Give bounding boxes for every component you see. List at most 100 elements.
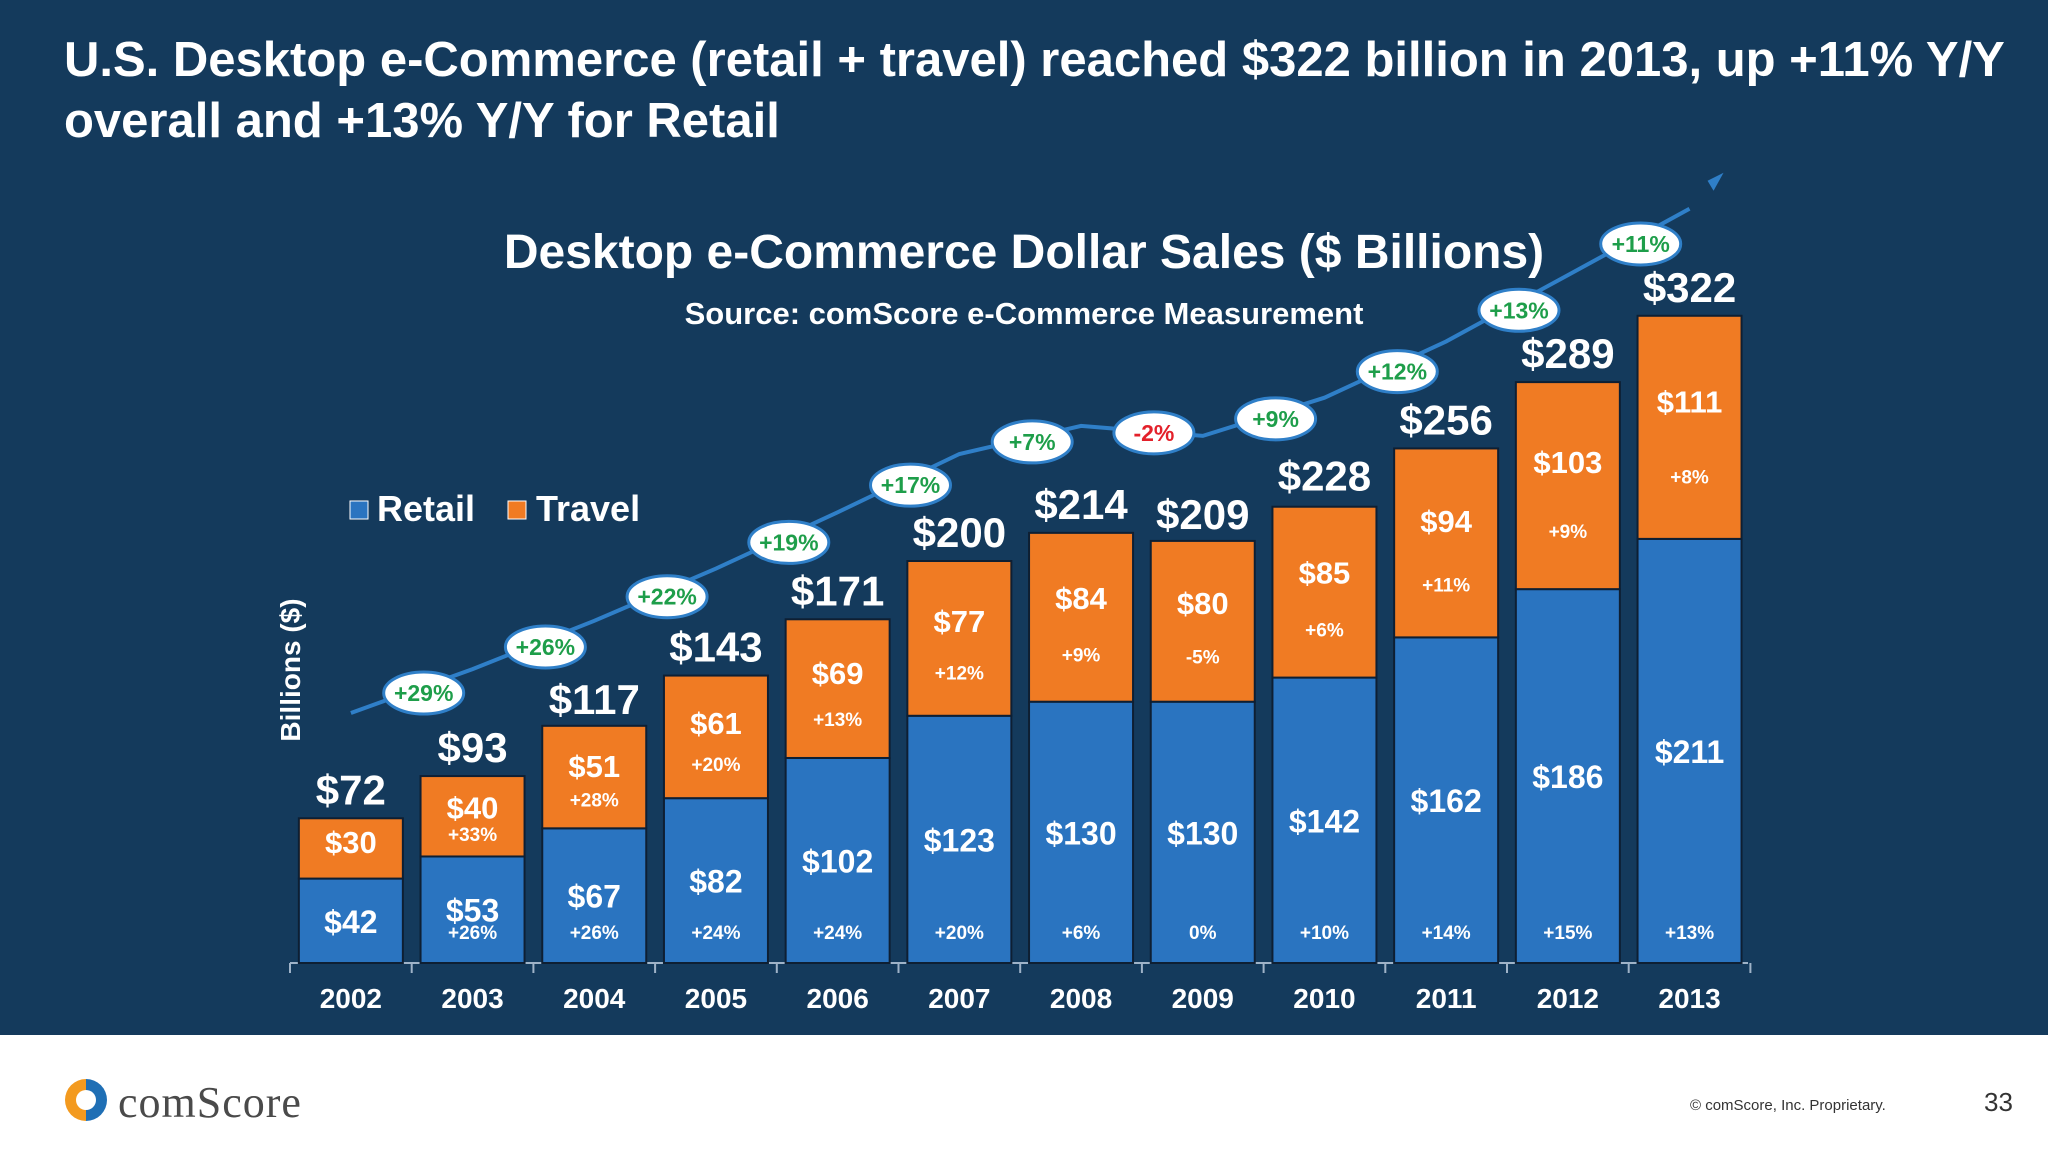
retail-growth-label: +24% xyxy=(691,923,740,944)
total-growth-label: +26% xyxy=(516,634,575,660)
retail-value-label: $211 xyxy=(1655,734,1724,770)
bar-travel xyxy=(906,560,1013,717)
chart-subtitle: Source: comScore e-Commerce Measurement xyxy=(684,296,1364,331)
x-tick-label: 2003 xyxy=(441,983,503,1014)
travel-growth-label: +9% xyxy=(1062,645,1101,666)
travel-value-label: $84 xyxy=(1055,581,1107,616)
y-axis-label: Billions ($) xyxy=(275,598,306,741)
retail-growth-label: +24% xyxy=(813,923,862,944)
retail-growth-label: +26% xyxy=(448,923,497,944)
retail-value-label: $53 xyxy=(446,893,499,929)
retail-growth-label: +20% xyxy=(935,923,984,944)
total-growth-label: +11% xyxy=(1612,231,1670,257)
bar-retail xyxy=(784,756,891,964)
bar-retail xyxy=(1636,537,1743,964)
total-value-label: $256 xyxy=(1399,396,1492,443)
total-growth-label: +12% xyxy=(1368,359,1427,385)
total-value-label: $171 xyxy=(791,567,884,614)
travel-growth-label: +8% xyxy=(1670,467,1709,488)
travel-growth-label: +11% xyxy=(1422,575,1470,596)
retail-value-label: $130 xyxy=(1045,815,1116,851)
x-tick-label: 2008 xyxy=(1050,983,1112,1014)
brand-name: comScore xyxy=(118,1078,302,1127)
x-tick-label: 2002 xyxy=(320,983,382,1014)
bar-travel xyxy=(1271,505,1378,679)
total-value-label: $93 xyxy=(438,724,508,771)
travel-growth-label: +6% xyxy=(1305,621,1344,642)
bar-retail xyxy=(1028,700,1135,964)
bar-travel xyxy=(419,775,526,858)
growth-badge xyxy=(1234,396,1318,442)
retail-growth-label: +14% xyxy=(1422,923,1471,944)
x-tick-label: 2007 xyxy=(928,983,990,1014)
total-value-label: $214 xyxy=(1034,481,1128,528)
total-growth-label: +13% xyxy=(1489,297,1548,323)
travel-growth-label: +12% xyxy=(935,663,984,684)
total-growth-label: +9% xyxy=(1252,406,1299,432)
bar-travel xyxy=(1636,314,1743,540)
copyright-text: © comScore, Inc. Proprietary. xyxy=(1690,1097,1886,1114)
retail-value-label: $162 xyxy=(1411,783,1482,819)
travel-value-label: $40 xyxy=(447,791,499,826)
travel-value-label: $85 xyxy=(1299,556,1351,591)
total-growth-label: -2% xyxy=(1133,420,1174,446)
bar-travel xyxy=(1514,381,1621,591)
travel-growth-label: +28% xyxy=(570,791,619,812)
retail-growth-label: +15% xyxy=(1543,923,1592,944)
bar-travel xyxy=(1028,531,1135,703)
legend-travel-label: Travel xyxy=(536,488,640,529)
bar-retail xyxy=(1514,588,1621,964)
total-value-label: $322 xyxy=(1643,264,1736,311)
chart-title: Desktop e-Commerce Dollar Sales ($ Billi… xyxy=(0,225,2048,280)
page-number: 33 xyxy=(1984,1087,2013,1117)
travel-growth-label: +9% xyxy=(1549,522,1588,543)
growth-badge xyxy=(990,419,1074,465)
x-tick-label: 2005 xyxy=(685,983,747,1014)
retail-value-label: $102 xyxy=(802,843,873,879)
retail-value-label: $130 xyxy=(1167,815,1238,851)
travel-value-label: $69 xyxy=(812,656,864,691)
travel-growth-label: +20% xyxy=(691,755,740,776)
x-tick-label: 2012 xyxy=(1537,983,1599,1014)
growth-badge xyxy=(503,624,587,670)
growth-badge xyxy=(1477,287,1561,333)
retail-value-label: $123 xyxy=(924,822,995,858)
x-tick-label: 2009 xyxy=(1172,983,1234,1014)
travel-value-label: $94 xyxy=(1420,504,1472,539)
bar-travel xyxy=(662,674,769,800)
growth-badge xyxy=(1112,410,1196,456)
total-growth-label: +22% xyxy=(637,584,696,610)
bar-retail xyxy=(662,797,769,964)
total-value-label: $200 xyxy=(913,509,1006,556)
stacked-bar-chart: Billions ($) Retail Travel $42 $30 $72 2002 $53… xyxy=(275,172,1752,1014)
bar-travel xyxy=(1149,539,1256,703)
retail-growth-label: +10% xyxy=(1300,923,1349,944)
growth-badge xyxy=(625,574,709,620)
retail-growth-label: +13% xyxy=(1665,923,1714,944)
bar-travel xyxy=(297,817,404,880)
footer xyxy=(0,1035,2048,1152)
total-value-label: $72 xyxy=(316,766,386,813)
total-growth-label: +19% xyxy=(759,529,818,555)
retail-growth-label: +26% xyxy=(570,923,619,944)
bar-travel xyxy=(541,724,648,830)
legend-retail-label: Retail xyxy=(377,488,475,529)
travel-value-label: $103 xyxy=(1533,445,1602,480)
slide-background: U.S. Desktop e-Commerce (retail + travel… xyxy=(0,0,2048,1035)
total-value-label: $209 xyxy=(1156,491,1249,538)
growth-badge xyxy=(869,462,952,508)
trend-arrow-head xyxy=(1707,172,1724,191)
travel-value-label: $111 xyxy=(1657,385,1723,420)
growth-badge xyxy=(747,519,831,565)
bar-retail xyxy=(541,827,648,965)
legend-travel-swatch xyxy=(507,500,527,520)
travel-value-label: $30 xyxy=(325,825,377,860)
slide-headline: U.S. Desktop e-Commerce (retail + travel… xyxy=(64,33,2004,148)
bar-retail xyxy=(419,855,526,964)
retail-value-label: $142 xyxy=(1289,803,1360,839)
total-growth-label: +7% xyxy=(1009,429,1056,455)
travel-growth-label: +33% xyxy=(448,825,497,846)
bar-retail xyxy=(1393,636,1500,964)
growth-badge xyxy=(1599,221,1683,267)
retail-value-label: $67 xyxy=(568,879,621,915)
